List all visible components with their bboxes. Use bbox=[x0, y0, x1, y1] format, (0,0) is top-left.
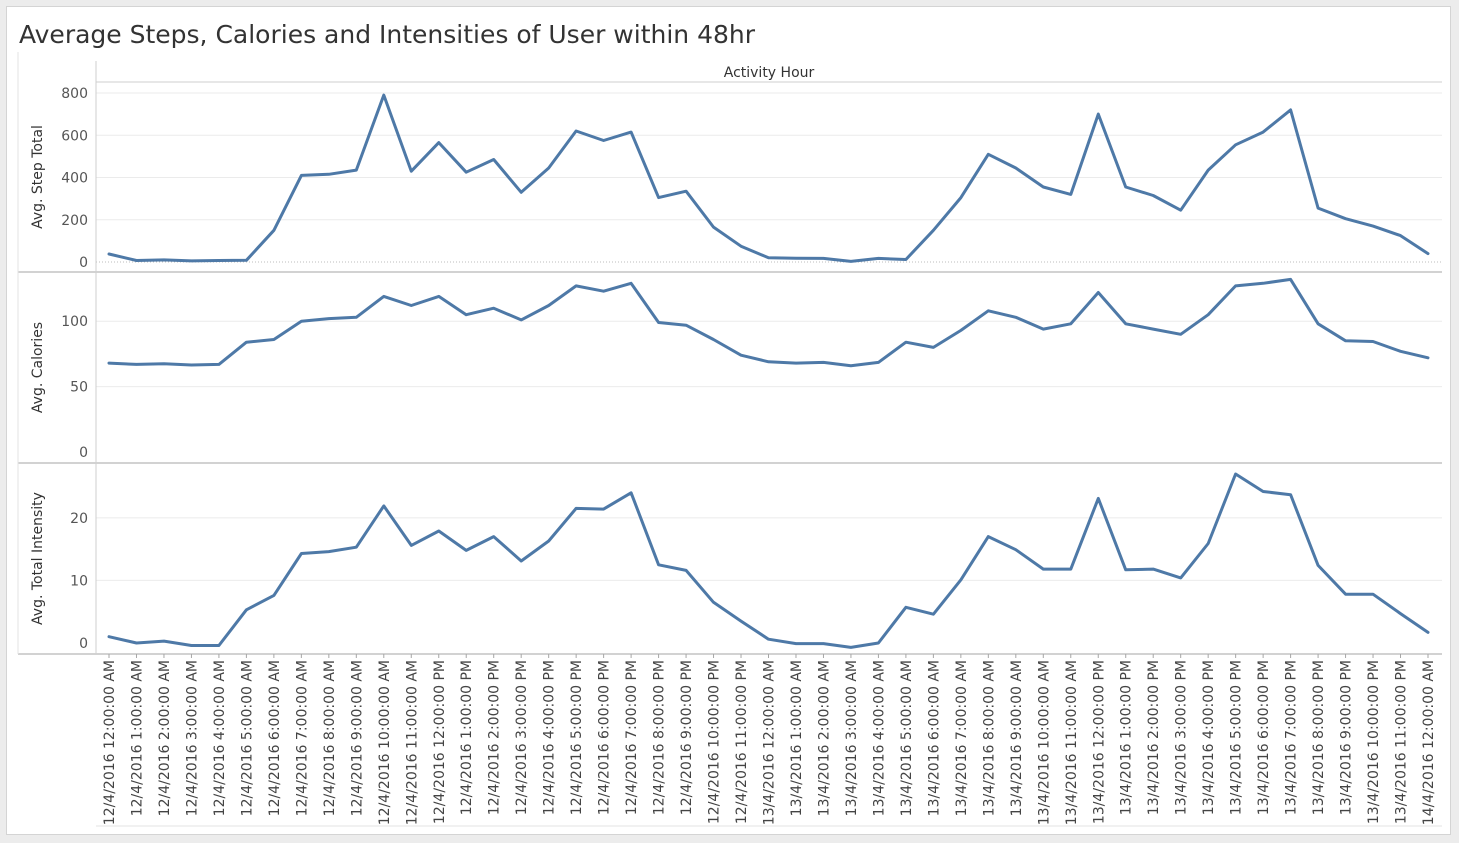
y-tick-label: 50 bbox=[70, 380, 88, 396]
x-tick-label: 13/4/2016 8:00:00 PM bbox=[1311, 660, 1327, 815]
x-tick-label: 12/4/2016 5:00:00 AM bbox=[239, 660, 255, 816]
y-tick-label: 0 bbox=[79, 636, 88, 652]
y-tick-label: 600 bbox=[61, 128, 88, 144]
x-tick-label: 12/4/2016 9:00:00 AM bbox=[349, 660, 365, 816]
series-line bbox=[107, 93, 1430, 263]
x-tick-label: 12/4/2016 4:00:00 PM bbox=[542, 660, 558, 815]
x-tick-label: 13/4/2016 11:00:00 PM bbox=[1394, 660, 1410, 824]
x-tick-label: 12/4/2016 1:00:00 PM bbox=[459, 660, 475, 815]
x-tick-label: 13/4/2016 6:00:00 AM bbox=[926, 660, 942, 816]
x-tick-label: 13/4/2016 5:00:00 PM bbox=[1229, 660, 1245, 815]
x-tick-label: 13/4/2016 7:00:00 AM bbox=[954, 660, 970, 816]
chart-panel-2: 0 50 100 Avg. Calories bbox=[18, 277, 1442, 464]
x-tick-label: 13/4/2016 9:00:00 PM bbox=[1339, 660, 1355, 815]
y-tick-label: 10 bbox=[70, 573, 88, 589]
x-tick-label: 12/4/2016 5:00:00 PM bbox=[569, 660, 585, 815]
y-tick-label: 0 bbox=[79, 255, 88, 271]
x-tick-label: 13/4/2016 3:00:00 PM bbox=[1174, 660, 1190, 815]
y-axis-title: Avg. Step Total bbox=[30, 125, 46, 229]
x-tick-label: 13/4/2016 4:00:00 PM bbox=[1201, 660, 1217, 815]
x-tick-label: 12/4/2016 2:00:00 PM bbox=[487, 660, 503, 815]
x-tick-label: 13/4/2016 3:00:00 AM bbox=[844, 660, 860, 816]
x-header-label: Activity Hour bbox=[724, 65, 815, 81]
series-line bbox=[107, 277, 1430, 368]
x-tick-label: 12/4/2016 10:00:00 AM bbox=[377, 660, 393, 825]
x-tick-label: 12/4/2016 6:00:00 AM bbox=[267, 660, 283, 816]
x-tick-label: 13/4/2016 9:00:00 AM bbox=[1009, 660, 1025, 816]
x-tick-label: 12/4/2016 10:00:00 PM bbox=[707, 660, 723, 824]
x-tick-label: 13/4/2016 2:00:00 PM bbox=[1146, 660, 1162, 815]
series-line bbox=[107, 472, 1430, 649]
x-tick-label: 12/4/2016 7:00:00 AM bbox=[294, 660, 310, 816]
x-tick-label: 13/4/2016 1:00:00 PM bbox=[1119, 660, 1135, 815]
y-tick-label: 400 bbox=[61, 171, 88, 187]
x-tick-label: 12/4/2016 7:00:00 PM bbox=[624, 660, 640, 815]
x-tick-label: 12/4/2016 3:00:00 AM bbox=[184, 660, 200, 816]
x-tick-label: 13/4/2016 12:00:00 AM bbox=[762, 660, 778, 825]
x-tick-label: 12/4/2016 9:00:00 PM bbox=[679, 660, 695, 815]
x-tick-label: 12/4/2016 8:00:00 AM bbox=[322, 660, 338, 816]
x-tick-label: 12/4/2016 11:00:00 AM bbox=[404, 660, 420, 825]
x-tick-label: 12/4/2016 1:00:00 AM bbox=[129, 660, 145, 816]
x-tick-label: 12/4/2016 3:00:00 PM bbox=[514, 660, 530, 815]
y-tick-label: 200 bbox=[61, 213, 88, 229]
dashboard-frame bbox=[6, 6, 1451, 835]
x-tick-label: 13/4/2016 10:00:00 AM bbox=[1036, 660, 1052, 825]
x-tick-label: 13/4/2016 10:00:00 PM bbox=[1366, 660, 1382, 824]
y-axis-title: Avg. Calories bbox=[30, 322, 46, 413]
x-tick-label: 13/4/2016 6:00:00 PM bbox=[1256, 660, 1272, 815]
y-tick-label: 800 bbox=[61, 86, 88, 102]
x-tick-label: 13/4/2016 4:00:00 AM bbox=[871, 660, 887, 816]
y-tick-label: 0 bbox=[79, 445, 88, 461]
x-tick-label: 12/4/2016 8:00:00 PM bbox=[652, 660, 668, 815]
x-tick-label: 12/4/2016 11:00:00 PM bbox=[734, 660, 750, 824]
x-tick-label: 13/4/2016 2:00:00 AM bbox=[816, 660, 832, 816]
x-axis: 12/4/2016 12:00:00 AM 12/4/2016 1:00:00 A… bbox=[96, 654, 1442, 827]
x-tick-label: 12/4/2016 4:00:00 AM bbox=[212, 660, 228, 816]
y-axis-title: Avg. Total Intensity bbox=[30, 492, 46, 625]
x-tick-label: 14/4/2016 12:00:00 AM bbox=[1421, 660, 1437, 825]
x-tick-label: 12/4/2016 12:00:00 PM bbox=[432, 660, 448, 824]
chart-title: Average Steps, Calories and Intensities … bbox=[19, 20, 756, 49]
chart-panel-1: 0 200 400 600 800 Avg. Step Total bbox=[18, 86, 1442, 273]
x-tick-label: 13/4/2016 5:00:00 AM bbox=[899, 660, 915, 816]
x-tick-label: 13/4/2016 1:00:00 AM bbox=[789, 660, 805, 816]
x-tick-label: 13/4/2016 7:00:00 PM bbox=[1284, 660, 1300, 815]
x-tick-label: 12/4/2016 12:00:00 AM bbox=[102, 660, 118, 825]
x-tick-label: 13/4/2016 8:00:00 AM bbox=[981, 660, 997, 816]
y-tick-label: 100 bbox=[61, 314, 88, 330]
x-tick-label: 12/4/2016 2:00:00 AM bbox=[157, 660, 173, 816]
y-tick-label: 20 bbox=[70, 511, 88, 527]
x-tick-label: 12/4/2016 6:00:00 PM bbox=[597, 660, 613, 815]
x-tick-label: 13/4/2016 11:00:00 AM bbox=[1064, 660, 1080, 825]
chart-panel-3: 0 10 20 Avg. Total Intensity bbox=[18, 472, 1442, 655]
x-tick-label: 13/4/2016 12:00:00 PM bbox=[1091, 660, 1107, 824]
